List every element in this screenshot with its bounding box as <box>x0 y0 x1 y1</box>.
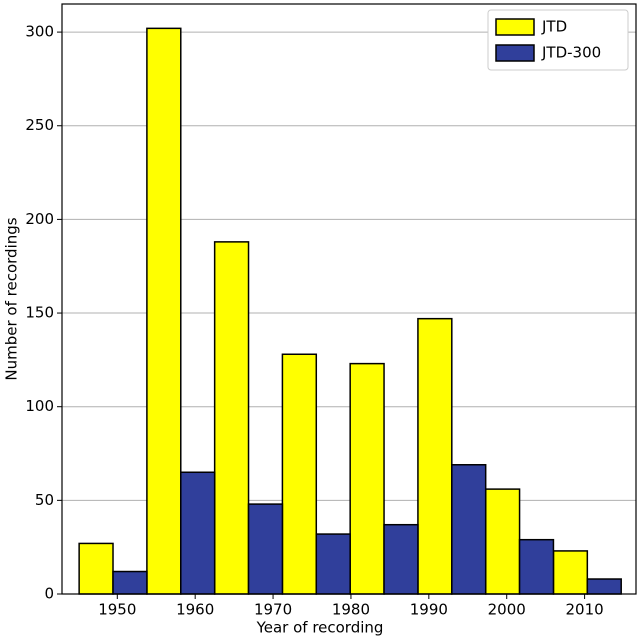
bar <box>552 550 589 595</box>
bar <box>213 241 250 595</box>
bar <box>247 503 284 595</box>
y-tick-label: 200 <box>25 210 54 228</box>
x-axis-label: Year of recording <box>256 619 384 637</box>
legend-swatch <box>495 44 535 62</box>
bar <box>281 353 318 595</box>
x-tick-label: 2010 <box>566 601 604 619</box>
y-tick-label: 250 <box>25 116 54 134</box>
x-tick-label: 1980 <box>332 601 370 619</box>
bar <box>586 578 622 595</box>
x-tick-label: 1960 <box>176 601 214 619</box>
y-tick-label: 100 <box>25 397 54 415</box>
bar <box>518 538 555 595</box>
bar <box>180 471 216 595</box>
plot-frame <box>61 3 637 595</box>
bar <box>349 362 385 595</box>
y-tick-label: 0 <box>44 585 54 603</box>
bar <box>146 27 182 595</box>
bar <box>417 317 453 595</box>
bar <box>451 464 487 595</box>
y-tick-label: 150 <box>25 304 54 322</box>
bar <box>484 488 521 595</box>
y-axis-label: Number of recordings <box>3 217 21 380</box>
y-tick-label: 50 <box>35 491 54 509</box>
bar <box>112 570 148 595</box>
x-tick-label: 1950 <box>98 601 136 619</box>
bar <box>383 523 419 595</box>
legend-label: JTD-300 <box>541 44 601 62</box>
bar <box>315 533 351 595</box>
legend-label: JTD <box>541 18 567 36</box>
x-tick-label: 1970 <box>254 601 292 619</box>
x-tick-label: 1990 <box>410 601 448 619</box>
y-tick-label: 300 <box>25 23 54 41</box>
legend: JTD JTD-300 <box>487 9 629 71</box>
bar <box>78 542 114 595</box>
legend-swatch <box>495 18 535 36</box>
x-tick-label: 2000 <box>488 601 526 619</box>
